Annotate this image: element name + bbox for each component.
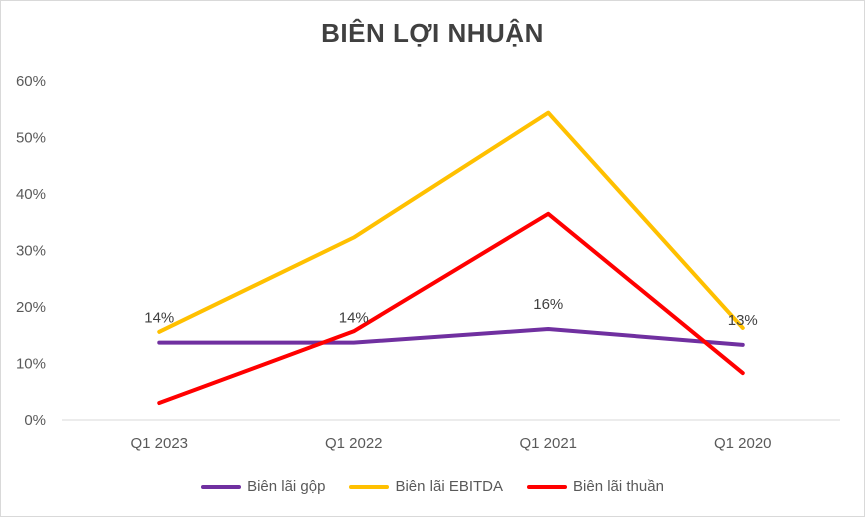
y-tick-label: 30% [16,243,46,260]
data-label: 14% [339,310,369,327]
legend-label-bien-lai-gop: Biên lãi gộp [247,478,326,495]
series-line-1 [157,327,745,347]
series-line-2 [157,110,745,334]
data-label: 14% [144,310,174,327]
y-tick-label: 50% [16,130,46,147]
legend-label-bien-lai-thuan: Biên lãi thuần [573,478,664,495]
legend-item-bien-lai-thuan: Biên lãi thuần [527,478,664,495]
chart-title: BIÊN LỢI NHUẬN [321,18,544,48]
data-label: 16% [533,296,563,313]
legend-swatch-bien-lai-gop [201,484,242,489]
legend: Biên lãi gộp Biên lãi EBITDA Biên lãi th… [0,478,865,495]
y-tick-label: 10% [16,356,46,373]
y-tick-label: 20% [16,299,46,316]
x-tick-label: Q1 2022 [325,435,383,452]
legend-label-bien-lai-ebitda: Biên lãi EBITDA [395,478,504,495]
y-tick-label: 60% [16,73,46,90]
legend-swatch-bien-lai-ebitda [349,484,390,489]
x-tick-label: Q1 2023 [130,435,188,452]
series-line-3 [157,211,745,406]
x-tick-label: Q1 2020 [714,435,772,452]
legend-item-bien-lai-gop: Biên lãi gộp [201,478,325,495]
legend-swatch-bien-lai-thuan [527,484,568,489]
y-tick-label: 40% [16,186,46,203]
data-label: 13% [728,312,758,329]
y-tick-label: 0% [24,412,46,429]
legend-item-bien-lai-ebitda: Biên lãi EBITDA [349,478,503,495]
x-tick-label: Q1 2021 [519,435,577,452]
